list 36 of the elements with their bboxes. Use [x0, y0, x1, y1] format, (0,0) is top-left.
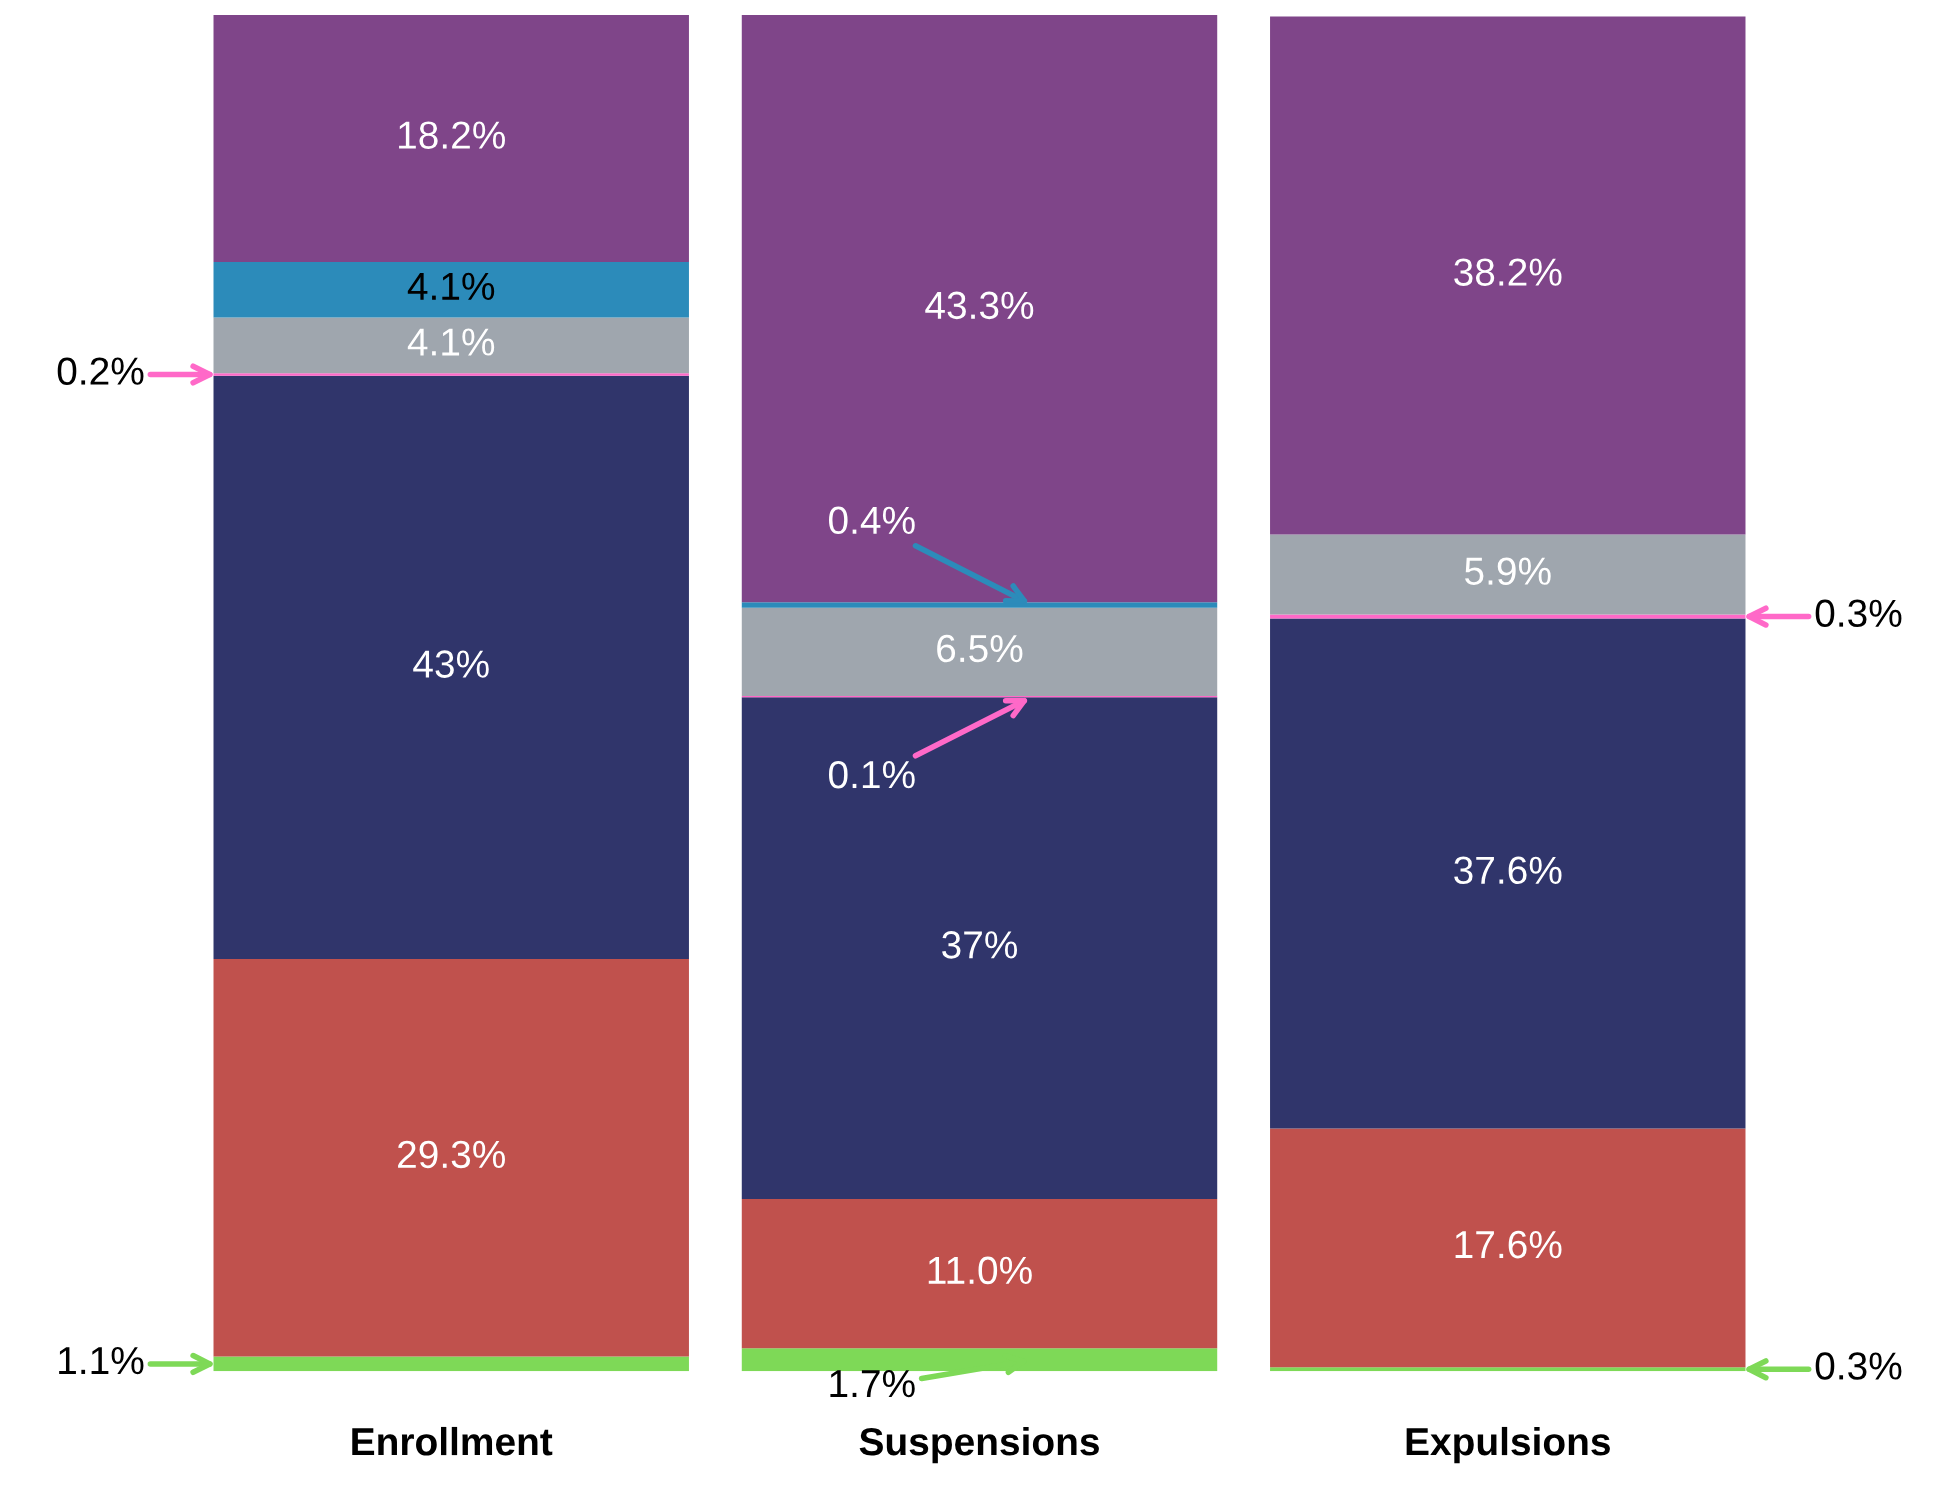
bar — [1270, 618, 1746, 1129]
data-label: 17.6% — [1455, 1230, 1562, 1259]
data-label: 18.2% — [399, 121, 505, 149]
data-label: 11.0% — [928, 1256, 1032, 1285]
bar — [741, 607, 1218, 696]
data-label: 0.3% — [1815, 599, 1902, 628]
data-label: 0.1% — [828, 760, 915, 789]
bar — [213, 317, 689, 374]
bar — [1270, 16, 1746, 535]
bar — [741, 1199, 1218, 1349]
data-label: 38.2% — [1454, 258, 1562, 286]
bar — [213, 15, 689, 262]
bar — [1270, 1128, 1746, 1368]
bar — [213, 375, 689, 960]
bar — [1270, 534, 1746, 615]
data-label: 1.1% — [59, 1346, 144, 1375]
data-label: 0.2% — [57, 357, 144, 385]
data-label: 4.1% — [407, 328, 495, 356]
data-label: 29.3% — [398, 1140, 505, 1169]
data-label: 5.9% — [1465, 557, 1551, 585]
bar — [213, 959, 689, 1357]
bar — [741, 15, 1218, 603]
data-label: 37% — [942, 931, 1018, 959]
x-tick-label: Enrollment — [352, 1426, 553, 1456]
data-label: 37.6% — [1454, 856, 1562, 885]
data-label: 1.7% — [830, 1370, 915, 1398]
data-label: 43.3% — [925, 291, 1034, 320]
data-label: 0.3% — [1815, 1352, 1902, 1380]
data-label: 43% — [413, 650, 489, 678]
x-tick-label: Suspensions — [859, 1426, 1099, 1464]
data-label: 4.1% — [407, 272, 495, 301]
bar — [213, 261, 689, 318]
x-tick-label: Expulsions — [1406, 1426, 1610, 1464]
data-label: 6.5% — [937, 634, 1023, 663]
bar — [741, 697, 1218, 1200]
data-label: 0.4% — [828, 506, 915, 535]
